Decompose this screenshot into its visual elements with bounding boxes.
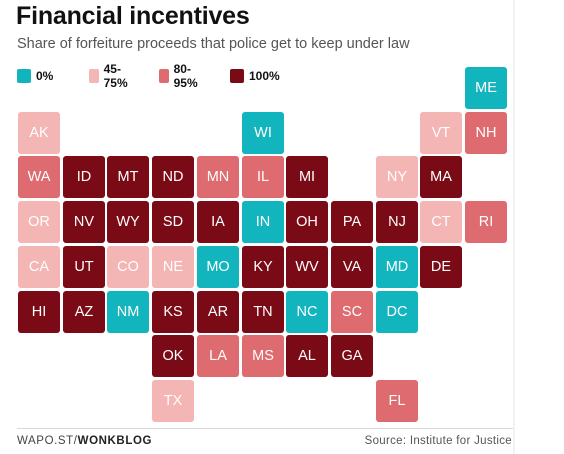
state-tile-tn: TN (242, 291, 284, 333)
legend-swatch (89, 69, 99, 83)
state-tile-tx: TX (152, 380, 194, 422)
state-tile-ks: KS (152, 291, 194, 333)
state-tile-nv: NV (63, 201, 105, 243)
state-tile-ny: NY (376, 156, 418, 198)
footer-source: Source: Institute for Justice (364, 435, 512, 447)
legend-swatch (159, 69, 169, 83)
state-tile-mn: MN (197, 156, 239, 198)
state-tile-az: AZ (63, 291, 105, 333)
state-tile-me: ME (465, 67, 507, 109)
state-tile-or: OR (18, 201, 60, 243)
legend-item-80: 80-95% (159, 62, 202, 90)
state-tile-ct: CT (420, 201, 462, 243)
chart-title: Financial incentives (16, 2, 250, 30)
legend-item-0: 0% (17, 67, 53, 85)
legend-item-100: 100% (230, 67, 280, 85)
state-tile-ia: IA (197, 201, 239, 243)
footer-credit: WAPO.ST/WONKBLOG (17, 435, 152, 447)
footer-divider (17, 428, 513, 429)
state-tile-nc: NC (286, 291, 328, 333)
state-tile-nm: NM (107, 291, 149, 333)
footer-credit-brand: WONKBLOG (77, 435, 153, 447)
state-tile-nh: NH (465, 112, 507, 154)
state-tile-il: IL (242, 156, 284, 198)
state-tile-in: IN (242, 201, 284, 243)
right-edge-bar (513, 0, 515, 454)
state-tile-pa: PA (331, 201, 373, 243)
state-tile-va: VA (331, 246, 373, 288)
state-tile-ok: OK (152, 335, 194, 377)
state-tile-mi: MI (286, 156, 328, 198)
state-tile-id: ID (63, 156, 105, 198)
state-tile-ne: NE (152, 246, 194, 288)
chart-subtitle: Share of forfeiture proceeds that police… (17, 36, 410, 52)
state-tile-mo: MO (197, 246, 239, 288)
state-tile-hi: HI (18, 291, 60, 333)
state-tile-vt: VT (420, 112, 462, 154)
legend-label: 0% (36, 69, 54, 83)
state-tile-wv: WV (286, 246, 328, 288)
state-tile-nj: NJ (376, 201, 418, 243)
state-tile-de: DE (420, 246, 462, 288)
state-tile-ky: KY (242, 246, 284, 288)
state-tile-ak: AK (18, 112, 60, 154)
state-tile-mt: MT (107, 156, 149, 198)
legend-swatch (230, 69, 244, 83)
legend-swatch (17, 69, 31, 83)
state-tile-dc: DC (376, 291, 418, 333)
state-tile-ma: MA (420, 156, 462, 198)
state-tile-fl: FL (376, 380, 418, 422)
state-tile-oh: OH (286, 201, 328, 243)
legend-item-45: 45-75% (89, 62, 132, 90)
state-tile-ar: AR (197, 291, 239, 333)
state-tile-al: AL (286, 335, 328, 377)
state-tile-ut: UT (63, 246, 105, 288)
state-tile-ms: MS (242, 335, 284, 377)
legend-label: 80-95% (173, 62, 198, 90)
state-tile-co: CO (107, 246, 149, 288)
state-tile-md: MD (376, 246, 418, 288)
legend-label: 45-75% (103, 62, 128, 90)
state-tile-ga: GA (331, 335, 373, 377)
state-tile-ri: RI (465, 201, 507, 243)
state-tile-wa: WA (18, 156, 60, 198)
state-tile-wy: WY (107, 201, 149, 243)
legend-label: 100% (249, 69, 280, 83)
state-tile-ca: CA (18, 246, 60, 288)
state-tile-wi: WI (242, 112, 284, 154)
state-tile-sd: SD (152, 201, 194, 243)
state-tile-sc: SC (331, 291, 373, 333)
footer-credit-prefix: WAPO.ST/ (17, 435, 78, 447)
state-tile-la: LA (197, 335, 239, 377)
state-tile-nd: ND (152, 156, 194, 198)
